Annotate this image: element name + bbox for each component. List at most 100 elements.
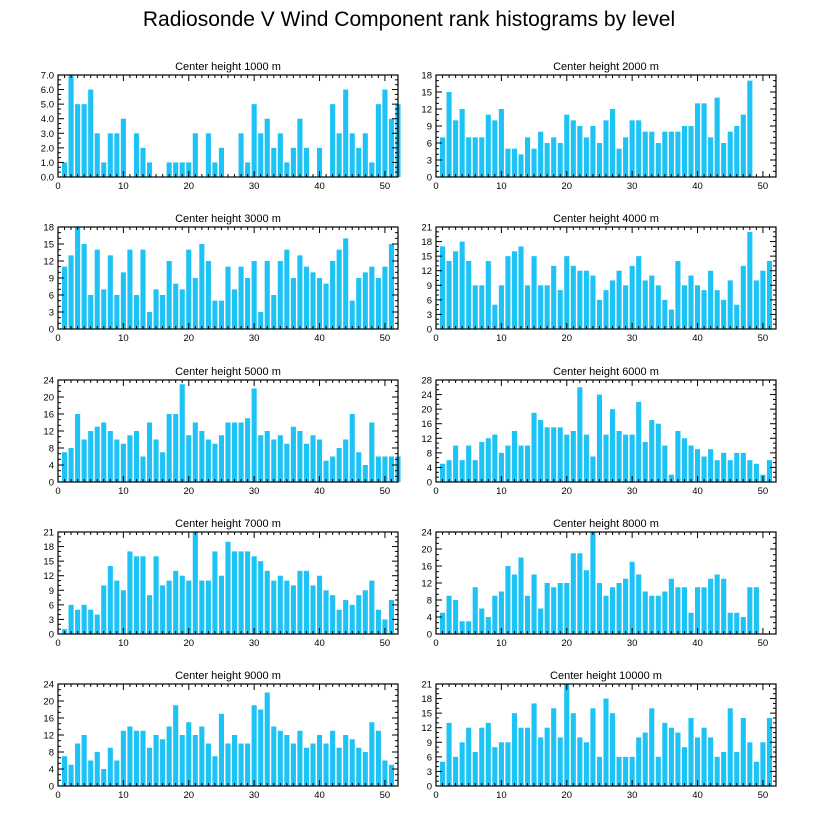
histogram-bar: [492, 595, 498, 634]
y-tick-label: 0: [427, 630, 432, 641]
x-tick-label: 30: [249, 181, 260, 192]
histogram-bar: [310, 272, 316, 329]
histogram-bar: [466, 445, 472, 482]
histogram-bar: [466, 621, 472, 634]
x-tick-label: 10: [496, 638, 507, 649]
histogram-bar: [498, 452, 504, 482]
histogram-bar: [199, 726, 205, 786]
histogram-bar: [166, 580, 172, 634]
histogram-bar: [466, 727, 472, 786]
histogram-bar: [179, 289, 185, 329]
histogram-bar: [714, 574, 720, 634]
histogram-bar: [701, 290, 707, 329]
histogram-bar: [524, 595, 531, 634]
x-tick-label: 50: [380, 333, 391, 344]
histogram-bar: [382, 760, 388, 786]
y-tick-label: 0: [49, 325, 54, 336]
histogram-bar: [472, 460, 478, 482]
histogram-bar: [330, 261, 336, 329]
histogram-bar: [146, 747, 153, 786]
y-tick-label: 15: [421, 709, 432, 720]
histogram-bar: [649, 275, 655, 329]
histogram-bar: [479, 441, 485, 482]
x-tick-label: 0: [433, 790, 438, 801]
histogram-bar: [734, 612, 740, 634]
histogram-bar: [675, 261, 681, 329]
histogram-bar: [675, 131, 681, 177]
histogram-bar: [590, 708, 596, 786]
histogram-bar: [349, 133, 355, 177]
histogram-bar: [616, 583, 622, 634]
histogram-bar: [655, 756, 661, 786]
histogram-bar: [616, 270, 622, 329]
histogram-bar: [303, 570, 310, 634]
histogram-bar: [251, 261, 257, 329]
histogram-bar: [524, 727, 531, 786]
histogram-bar: [88, 89, 94, 177]
x-tick-label: 10: [118, 790, 129, 801]
histogram-bar: [688, 718, 694, 786]
histogram-bar: [662, 131, 668, 177]
histogram-bar: [714, 756, 720, 786]
y-tick-label: 4: [427, 463, 432, 474]
histogram-bar: [120, 272, 126, 329]
histogram-bar: [133, 730, 140, 786]
histogram-bar: [375, 730, 381, 786]
histogram-bar: [303, 443, 310, 482]
histogram-bar: [734, 126, 740, 177]
histogram-bar: [668, 309, 674, 329]
x-tick-label: 30: [249, 333, 260, 344]
histogram-bar: [753, 280, 759, 329]
histogram-bar: [557, 143, 563, 177]
panel-title: Center height 5000 m: [175, 366, 281, 378]
histogram-bar: [160, 452, 166, 482]
x-tick-label: 20: [561, 333, 572, 344]
x-tick-label: 40: [692, 790, 703, 801]
histogram-bar: [518, 246, 524, 329]
y-tick-label: 18: [421, 71, 432, 82]
histogram-bar: [551, 137, 557, 177]
histogram-bar: [544, 427, 550, 482]
histogram-bar: [297, 730, 303, 786]
histogram-bar: [251, 705, 257, 786]
y-tick-label: 0: [49, 478, 54, 489]
x-tick-label: 10: [118, 638, 129, 649]
histogram-bar: [681, 285, 688, 329]
histogram-bar: [290, 743, 296, 786]
x-tick-label: 50: [380, 181, 391, 192]
panel-title: Center height 10000 m: [550, 670, 662, 682]
histogram-bar: [186, 722, 192, 786]
histogram-bar: [721, 452, 727, 482]
histogram-bar: [694, 103, 701, 177]
x-tick-label: 40: [314, 638, 325, 649]
histogram-bar: [205, 743, 211, 786]
histogram-bar: [649, 131, 655, 177]
histogram-bar: [245, 278, 251, 329]
histogram-bar: [277, 435, 283, 482]
y-tick-label: 15: [421, 252, 432, 263]
x-tick-label: 40: [314, 181, 325, 192]
histogram-bar: [721, 578, 727, 634]
histogram-bar: [740, 617, 746, 634]
histogram-bar: [101, 585, 107, 634]
histogram-bar: [388, 764, 395, 786]
x-tick-label: 50: [758, 638, 769, 649]
histogram-bar: [577, 737, 583, 786]
histogram-bar: [303, 747, 310, 786]
histogram-bar: [205, 580, 211, 634]
histogram-bar: [382, 619, 388, 634]
histogram-bar: [166, 162, 172, 177]
y-tick-label: 6: [427, 295, 432, 306]
histogram-bar: [498, 109, 504, 177]
histogram-bar: [271, 295, 277, 329]
x-tick-label: 20: [561, 181, 572, 192]
histogram-bar: [453, 445, 459, 482]
y-tick-label: 24: [43, 376, 54, 387]
y-tick-label: 0: [427, 478, 432, 489]
histogram-bar: [721, 299, 727, 329]
y-tick-label: 5.0: [41, 100, 54, 111]
histogram-bar: [721, 752, 727, 786]
histogram-bar: [642, 131, 648, 177]
histogram-bar: [369, 580, 375, 634]
histogram-bar: [316, 439, 323, 482]
